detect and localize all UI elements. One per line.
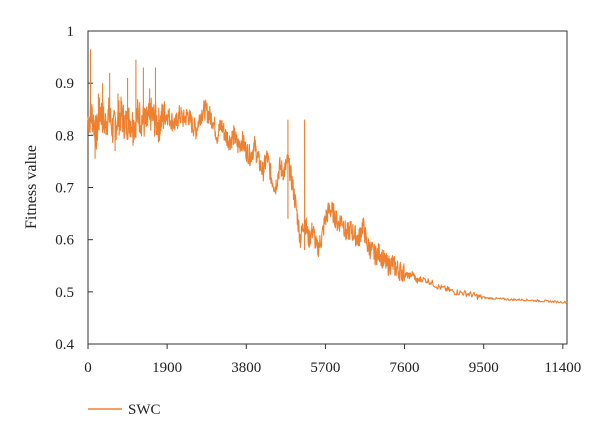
x-tick-label: 5700 bbox=[310, 360, 340, 376]
legend-label-swc: SWC bbox=[128, 402, 161, 418]
series-line-swc bbox=[87, 96, 568, 304]
y-tick-label: 0.8 bbox=[55, 128, 74, 144]
y-tick-label: 0.4 bbox=[55, 337, 74, 353]
x-tick-label: 0 bbox=[84, 360, 92, 376]
y-tick-label: 1 bbox=[67, 24, 75, 40]
y-tick-label: 0.9 bbox=[55, 76, 74, 92]
x-axis-ticks: 0 1900 3800 5700 7600 9500 11400 bbox=[84, 344, 581, 376]
y-tick-label: 0.7 bbox=[55, 181, 74, 197]
y-tick-label: 0.5 bbox=[55, 285, 74, 301]
series-layer bbox=[87, 49, 568, 304]
y-axis-label: Fitness value bbox=[23, 145, 40, 229]
legend: SWC bbox=[88, 402, 161, 418]
x-tick-label: 11400 bbox=[544, 360, 581, 376]
y-tick-label: 0.6 bbox=[55, 233, 74, 249]
x-tick-label: 1900 bbox=[152, 360, 182, 376]
plot-frame bbox=[87, 30, 568, 345]
x-tick-label: 9500 bbox=[469, 360, 499, 376]
x-tick-label: 7600 bbox=[390, 360, 420, 376]
y-axis-ticks: 0.4 0.5 0.6 0.7 0.8 0.9 1 bbox=[55, 24, 93, 353]
x-tick-label: 3800 bbox=[231, 360, 261, 376]
